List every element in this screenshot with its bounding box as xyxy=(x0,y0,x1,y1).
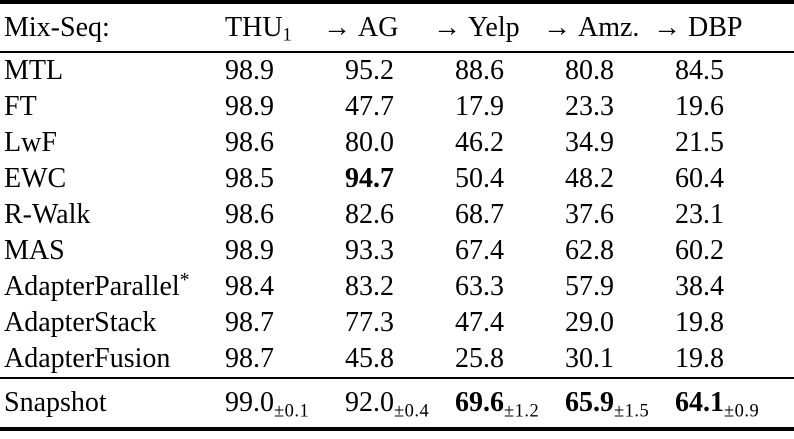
right-arrow-icon: → xyxy=(653,11,681,43)
value-cell: 34.9 xyxy=(565,127,614,158)
header-col-yelp: → Yelp xyxy=(433,2,562,53)
value-cell: 98.9 xyxy=(225,55,274,86)
value-cell: 80.0 xyxy=(345,127,394,158)
value-cell: 47.4 xyxy=(455,307,504,338)
method-label: MAS xyxy=(4,235,65,266)
value-cell: 98.7 xyxy=(225,307,274,338)
value-cell: 98.5 xyxy=(225,163,274,194)
value-cell: 88.6 xyxy=(455,55,504,86)
std-dev-subscript: ±0.4 xyxy=(394,400,430,421)
table-row-snapshot: Snapshot 99.0±0.1 92.0±0.4 69.6±1.2 65.9… xyxy=(0,377,794,429)
value-cell: 47.7 xyxy=(345,91,394,122)
value-cell: 17.9 xyxy=(455,91,504,122)
table-footer: Snapshot 99.0±0.1 92.0±0.4 69.6±1.2 65.9… xyxy=(0,377,794,429)
value-cell: 57.9 xyxy=(565,271,614,302)
method-label: AdapterParallel* xyxy=(4,270,190,302)
value-cell: 23.1 xyxy=(675,199,724,230)
value-cell: 60.2 xyxy=(675,235,724,266)
right-arrow-icon: → xyxy=(433,11,461,43)
method-label: AdapterStack xyxy=(4,307,157,338)
value-cell: 45.8 xyxy=(345,343,394,374)
value-cell-with-std: 99.0±0.1 xyxy=(222,377,342,429)
header-col-thu: THU1 xyxy=(222,2,342,53)
value-cell: 48.2 xyxy=(565,163,614,194)
value-cell: 29.0 xyxy=(565,307,614,338)
value-cell: 67.4 xyxy=(455,235,504,266)
right-arrow-icon: → xyxy=(543,11,571,43)
method-superscript: * xyxy=(179,270,190,292)
value-cell: 94.7 xyxy=(345,163,394,194)
thu-subscript: 1 xyxy=(282,24,292,45)
std-dev-subscript: ±1.2 xyxy=(504,400,540,421)
value-cell: 19.6 xyxy=(675,91,724,122)
right-arrow-icon: → xyxy=(323,11,351,43)
table-row-rwalk: R-Walk 98.6 82.6 68.7 37.6 23.1 xyxy=(0,197,794,233)
value-cell-with-std: 64.1±0.9 xyxy=(672,377,794,429)
method-label: AdapterFusion xyxy=(4,343,171,374)
header-col-dbp: → DBP xyxy=(653,2,794,53)
value-cell-with-std: 92.0±0.4 xyxy=(342,377,452,429)
value-cell: 30.1 xyxy=(565,343,614,374)
table-header: Mix-Seq: THU1 → AG → Yelp → Amz. → DBP xyxy=(0,2,794,53)
method-label: FT xyxy=(4,91,37,122)
table-row-mas: MAS 98.9 93.3 67.4 62.8 60.2 xyxy=(0,233,794,269)
method-label: EWC xyxy=(4,163,67,194)
value-cell: 38.4 xyxy=(675,271,724,302)
value-cell: 98.6 xyxy=(225,199,274,230)
value-cell: 46.2 xyxy=(455,127,504,158)
value-cell: 98.4 xyxy=(225,271,274,302)
method-label: Snapshot xyxy=(0,377,222,429)
value-cell: 62.8 xyxy=(565,235,614,266)
value-cell: 80.8 xyxy=(565,55,614,86)
value-cell: 84.5 xyxy=(675,55,724,86)
value-cell: 77.3 xyxy=(345,307,394,338)
value-cell: 93.3 xyxy=(345,235,394,266)
header-row: Mix-Seq: THU1 → AG → Yelp → Amz. → DBP xyxy=(0,2,794,53)
value-cell: 83.2 xyxy=(345,271,394,302)
value-cell: 21.5 xyxy=(675,127,724,158)
method-label: MTL xyxy=(4,55,64,86)
std-dev-subscript: ±0.9 xyxy=(724,400,760,421)
header-col-ag: → AG xyxy=(323,2,452,53)
value-cell: 19.8 xyxy=(675,307,724,338)
header-mix-seq-label: Mix-Seq: xyxy=(0,2,222,53)
std-dev-subscript: ±0.1 xyxy=(274,400,310,421)
table-row-mtl: MTL 98.9 95.2 88.6 80.8 84.5 xyxy=(0,52,794,89)
table-row-adapterfusion: AdapterFusion 98.7 45.8 25.8 30.1 19.8 xyxy=(0,341,794,378)
value-cell: 60.4 xyxy=(675,163,724,194)
value-cell: 95.2 xyxy=(345,55,394,86)
table-row-ewc: EWC 98.5 94.7 50.4 48.2 60.4 xyxy=(0,161,794,197)
table-row-lwf: LwF 98.6 80.0 46.2 34.9 21.5 xyxy=(0,125,794,161)
value-cell: 98.6 xyxy=(225,127,274,158)
value-cell: 19.8 xyxy=(675,343,724,374)
value-cell: 37.6 xyxy=(565,199,614,230)
table-row-adapterparallel: AdapterParallel* 98.4 83.2 63.3 57.9 38.… xyxy=(0,269,794,305)
std-dev-subscript: ±1.5 xyxy=(614,400,650,421)
method-label: LwF xyxy=(4,127,57,158)
value-cell: 98.9 xyxy=(225,235,274,266)
value-cell: 98.7 xyxy=(225,343,274,374)
value-cell: 25.8 xyxy=(455,343,504,374)
value-cell: 63.3 xyxy=(455,271,504,302)
value-cell: 68.7 xyxy=(455,199,504,230)
table-row-ft: FT 98.9 47.7 17.9 23.3 19.6 xyxy=(0,89,794,125)
header-col-amz: → Amz. xyxy=(543,2,672,53)
value-cell: 23.3 xyxy=(565,91,614,122)
method-label: R-Walk xyxy=(4,199,91,230)
value-cell-with-std: 65.9±1.5 xyxy=(562,377,672,429)
value-cell: 98.9 xyxy=(225,91,274,122)
value-cell-with-std: 69.6±1.2 xyxy=(452,377,562,429)
table-row-adapterstack: AdapterStack 98.7 77.3 47.4 29.0 19.8 xyxy=(0,305,794,341)
table-body: MTL 98.9 95.2 88.6 80.8 84.5 FT 98.9 47.… xyxy=(0,52,794,378)
value-cell: 82.6 xyxy=(345,199,394,230)
value-cell: 50.4 xyxy=(455,163,504,194)
